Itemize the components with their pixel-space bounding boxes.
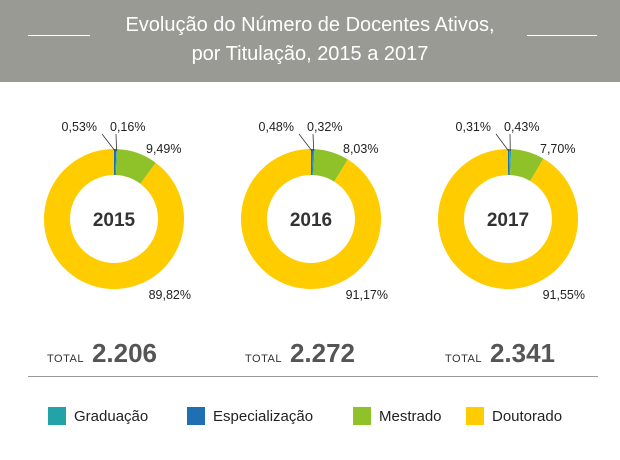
leader-line-especializacao (298, 133, 313, 152)
donut-slice-doutorado (438, 149, 578, 289)
total-2017: TOTAL 2.341 (445, 338, 555, 370)
title-rule-left (28, 35, 90, 36)
legend-item-doutorado: Doutorado (466, 407, 562, 425)
chart-title-line-1: Evolução do Número de Docentes Ativos, (125, 14, 495, 36)
pct-label-mestrado: 9,49% (146, 142, 181, 156)
pct-label-doutorado: 91,55% (543, 288, 585, 302)
total-value: 2.341 (489, 338, 556, 368)
chart-header: Evolução do Número de Docentes Ativos, p… (0, 0, 620, 82)
totals-divider (28, 376, 598, 377)
title-rule-right (527, 35, 597, 36)
legend-item-mestrado: Mestrado (353, 407, 442, 425)
legend-label: Mestrado (379, 407, 442, 425)
pct-label-doutorado: 89,82% (149, 288, 191, 302)
donut-slice-especializacao (114, 149, 117, 176)
legend-label: Especialização (213, 407, 314, 425)
donut-slice-graduacao (508, 149, 512, 176)
legend-swatch (353, 407, 371, 425)
total-value: 2.272 (289, 338, 356, 368)
legend-swatch (187, 407, 205, 425)
pct-label-mestrado: 8,03% (343, 142, 378, 156)
total-value: 2.206 (91, 338, 158, 368)
legend-item-graduacao: Graduação (48, 407, 148, 425)
donut-year-label: 2017 (487, 210, 529, 231)
total-2015: TOTAL 2.206 (47, 338, 157, 370)
donut-slice-mestrado (115, 149, 156, 184)
leader-line-especializacao (495, 133, 509, 152)
legend-swatch (466, 407, 484, 425)
leader-line-graduacao (312, 133, 315, 152)
legend-swatch (48, 407, 66, 425)
total-label: TOTAL (445, 353, 482, 365)
total-2016: TOTAL 2.272 (245, 338, 355, 370)
pct-label-graduacao: 0,32% (307, 120, 342, 134)
leader-line-especializacao (101, 133, 116, 152)
total-label: TOTAL (245, 353, 282, 365)
pct-label-graduacao: 0,43% (504, 120, 539, 134)
pct-label-especializacao: 0,48% (259, 120, 294, 134)
donut-slice-mestrado (313, 149, 348, 182)
donut-slice-doutorado (44, 149, 184, 289)
donut-slice-mestrado (510, 149, 544, 182)
pct-label-especializacao: 0,53% (62, 120, 97, 134)
pct-label-graduacao: 0,16% (110, 120, 145, 134)
legend-label: Graduação (74, 407, 149, 425)
pct-label-doutorado: 91,17% (346, 288, 388, 302)
donut-slice-especializacao (311, 149, 314, 176)
legend-label: Doutorado (492, 407, 563, 425)
donut-year-label: 2016 (290, 210, 332, 231)
donut-year-label: 2015 (93, 210, 136, 231)
total-label: TOTAL (47, 353, 84, 365)
legend-item-especializacao: Especialização (187, 407, 313, 425)
pct-label-mestrado: 7,70% (540, 142, 575, 156)
donut-slice-graduacao (312, 149, 315, 176)
chart-title-line-2: por Titulação, 2015 a 2017 (191, 43, 429, 65)
donut-slice-doutorado (241, 149, 381, 289)
donut-slice-especializacao (508, 149, 510, 176)
donut-charts: 2015 0,53% 0,16%9,49% 89,82% 2016 0,48% 0,32%8… (44, 120, 585, 302)
pct-label-especializacao: 0,31% (456, 120, 491, 134)
donut-slice-graduacao (115, 149, 118, 176)
legend: Graduação Especialização Mestrado Doutor… (0, 407, 620, 429)
leader-line-graduacao (115, 133, 118, 152)
